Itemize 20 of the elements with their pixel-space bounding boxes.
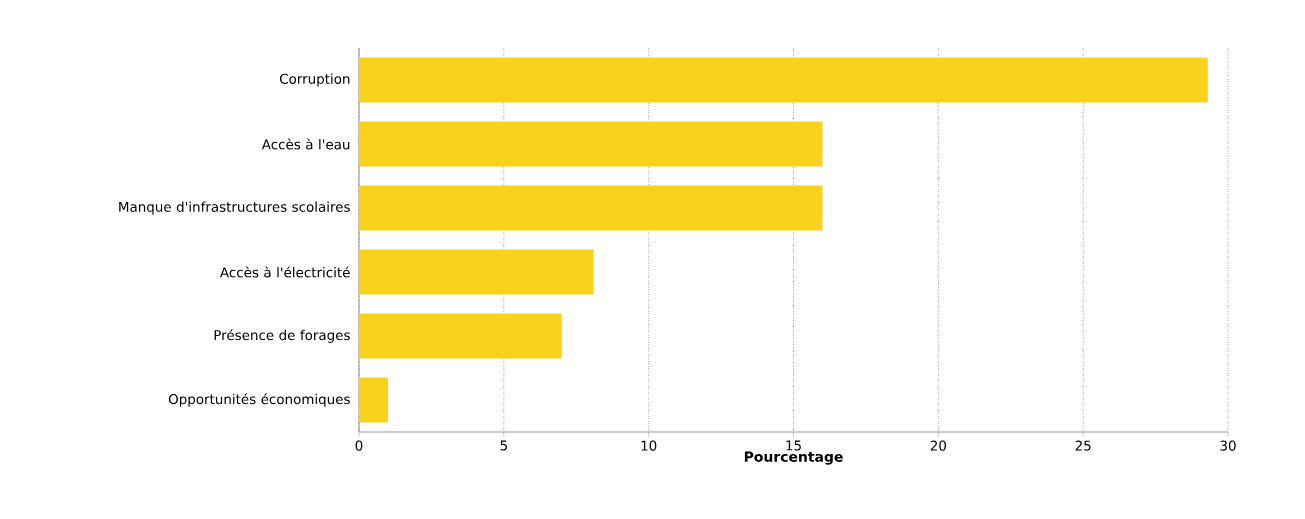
x-axis-title: Pourcentage (744, 451, 843, 465)
x-tick-label: 15 (786, 440, 801, 451)
y-tick-label: Opportunités économiques (168, 393, 350, 407)
y-tick-label: Corruption (279, 73, 350, 87)
x-tick-label: 25 (1075, 440, 1091, 451)
x-tick-label: 20 (930, 440, 947, 451)
x-tick-label: 30 (1220, 440, 1236, 451)
bar (359, 185, 823, 231)
bar (359, 377, 388, 423)
y-tick-label: Accès à l'eau (261, 138, 350, 150)
y-tick-label: Manque d'infrastructures scolaires (119, 201, 350, 215)
y-tick-label: Accès à l'électricité (220, 266, 350, 278)
bar (359, 313, 562, 359)
bar (359, 249, 594, 295)
x-tick-label: 0 (355, 440, 363, 451)
bar (359, 57, 1208, 103)
bar (359, 121, 823, 167)
x-tick-label: 5 (500, 440, 507, 451)
y-tick-label: Présence de forages (214, 329, 350, 343)
x-tick-label: 10 (641, 440, 657, 451)
